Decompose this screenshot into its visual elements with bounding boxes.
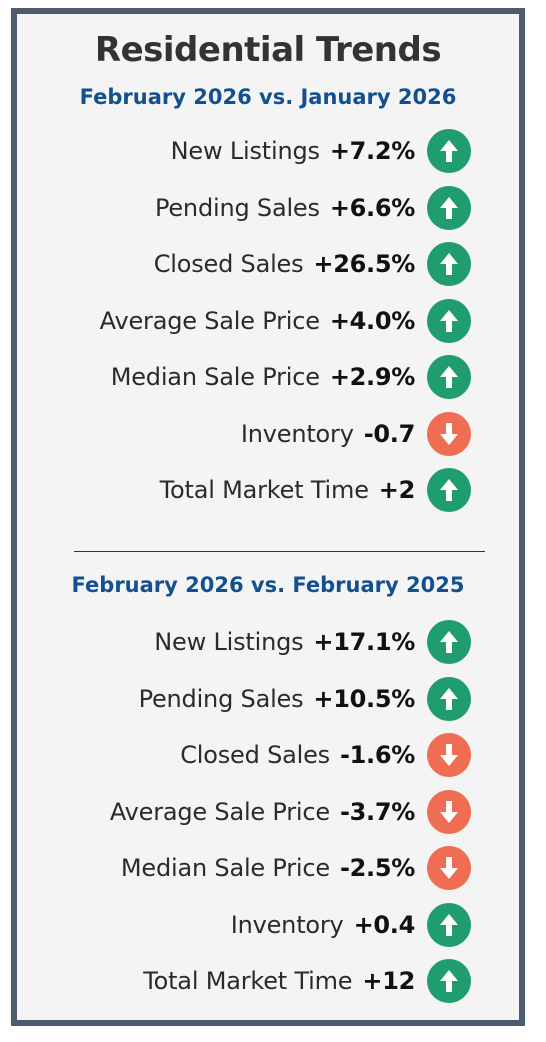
arrow-up-icon (427, 620, 471, 664)
stat-label: New Listings (170, 137, 320, 165)
arrow-up-icon (427, 242, 471, 286)
stat-value: +12 (362, 967, 415, 995)
arrow-up-icon (427, 959, 471, 1003)
stat-value: +4.0% (329, 306, 415, 335)
stat-row: Pending Sales +6.6% (154, 185, 471, 230)
stat-label: Average Sale Price (109, 797, 330, 826)
stat-row: Average Sale Price -3.7% (109, 789, 471, 834)
arrow-down-icon (427, 789, 471, 834)
stat-row: Closed Sales +26.5% (154, 242, 471, 286)
arrow-up-icon (427, 129, 471, 173)
arrow-down-icon (427, 846, 471, 890)
stat-row: Closed Sales -1.6% (180, 733, 471, 777)
stat-value: -3.7% (339, 797, 415, 826)
stat-label: Total Market Time (159, 476, 369, 504)
page-title: Residential Trends (94, 30, 442, 70)
stat-label: Pending Sales (154, 193, 320, 222)
stat-row: Total Market Time +2 (160, 468, 471, 512)
stat-value: -1.6% (339, 741, 415, 769)
stat-label: Average Sale Price (99, 306, 320, 335)
stat-label: New Listings (154, 628, 304, 656)
stat-row: Total Market Time +12 (143, 959, 471, 1003)
stat-row: Inventory +0.4 (230, 902, 471, 947)
stat-row: Median Sale Price -2.5% (121, 846, 471, 890)
arrow-up-icon (427, 355, 471, 399)
stat-value: -0.7 (363, 419, 416, 448)
arrow-up-icon (427, 298, 471, 343)
stat-value: +7.2% (329, 137, 415, 165)
stat-label: Inventory (240, 419, 354, 448)
stat-value: +10.5% (313, 684, 415, 713)
stat-row: Pending Sales +10.5% (138, 676, 471, 721)
stat-value: +17.1% (313, 628, 415, 656)
arrow-up-icon (427, 185, 471, 230)
stat-value: +0.4 (353, 910, 416, 939)
stat-row: Median Sale Price +2.9% (111, 355, 471, 399)
arrow-up-icon (427, 902, 471, 947)
stat-value: +26.5% (313, 250, 415, 278)
residential-trends-card: Residential Trends February 2026 vs. Jan… (11, 8, 525, 1026)
stat-label: Pending Sales (138, 684, 304, 713)
stat-value: +6.6% (329, 193, 415, 222)
section-heading-month-over-month: February 2026 vs. January 2026 (79, 85, 457, 109)
stat-row: New Listings +7.2% (171, 129, 471, 173)
stat-label: Closed Sales (180, 741, 330, 769)
stat-value: -2.5% (339, 854, 415, 882)
arrow-up-icon (427, 468, 471, 512)
stat-label: Closed Sales (153, 250, 304, 278)
stat-value: +2 (378, 476, 416, 504)
stat-row: Inventory -0.7 (240, 411, 471, 456)
arrow-down-icon (427, 411, 471, 456)
arrow-up-icon (427, 676, 471, 721)
stat-row: Average Sale Price +4.0% (99, 298, 471, 343)
stat-row: New Listings +17.1% (154, 620, 471, 664)
stat-value: +2.9% (329, 363, 415, 391)
stat-label: Median Sale Price (110, 363, 320, 391)
section-heading-year-over-year: February 2026 vs. February 2025 (71, 573, 465, 597)
stat-label: Median Sale Price (120, 854, 330, 882)
section-divider (74, 551, 485, 552)
arrow-down-icon (427, 733, 471, 777)
stat-label: Total Market Time (143, 967, 353, 995)
stat-label: Inventory (230, 910, 344, 939)
